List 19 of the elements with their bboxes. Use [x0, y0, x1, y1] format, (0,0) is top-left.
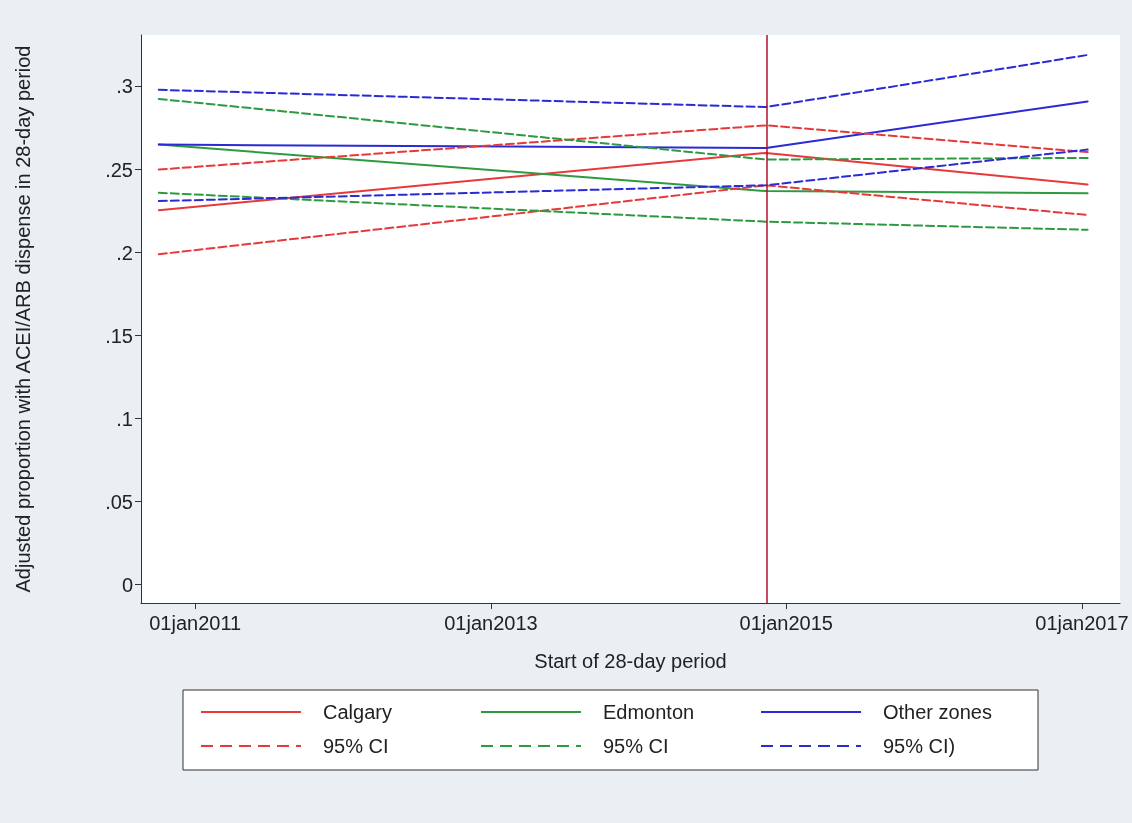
x-tick-label: 01jan2011 [149, 612, 242, 634]
legend-label: Edmonton [603, 701, 695, 723]
legend-label: 95% CI) [883, 735, 956, 757]
y-tick-label: .25 [105, 158, 133, 181]
x-tick-label: 01jan2013 [444, 612, 538, 634]
legend-label: Other zones [883, 701, 992, 723]
legend-label: 95% CI [323, 735, 389, 757]
legend-label: Calgary [323, 701, 392, 723]
x-axis-title: Start of 28-day period [534, 650, 727, 672]
y-tick-label: .2 [116, 241, 133, 264]
legend-label: 95% CI [603, 735, 669, 757]
y-tick-label: .3 [116, 75, 133, 98]
x-tick-label: 01jan2017 [1035, 612, 1129, 634]
y-tick-label: .1 [116, 407, 133, 430]
x-tick-label: 01jan2015 [739, 612, 833, 634]
y-tick-label: 0 [121, 573, 133, 596]
y-tick-label: .15 [105, 324, 133, 347]
y-tick-label: .05 [105, 490, 133, 513]
y-axis-title: Adjusted proportion with ACEI/ARB dispense in 28-day period [12, 45, 34, 593]
